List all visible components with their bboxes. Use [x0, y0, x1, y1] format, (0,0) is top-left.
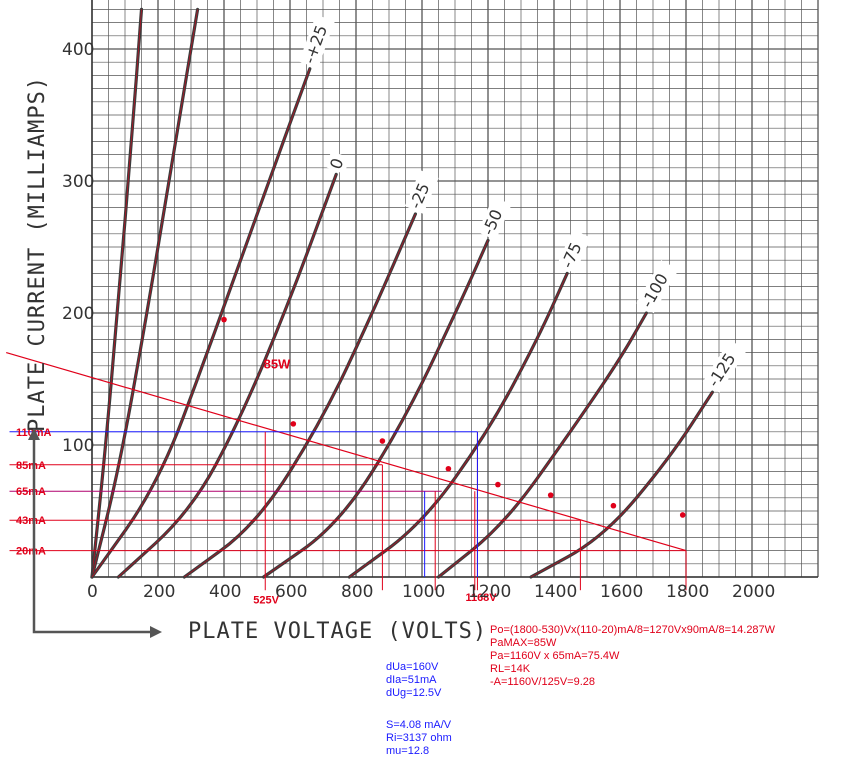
- annotations: 110mA85mA65mA43mA20mA525V1168V85W: [6, 316, 687, 606]
- curve-label-bg: [556, 229, 591, 274]
- current-marker-label: 43mA: [16, 515, 46, 527]
- red-calculation-notes: Po=(1800-530)Vx(110-20)mA/8=1270Vx90mA/8…: [490, 624, 776, 688]
- plate-curve--50: [262, 238, 490, 579]
- y-tick-label: 200: [62, 304, 94, 324]
- axis-arrow-lines: [32, 440, 150, 634]
- dissipation-point: [679, 512, 686, 518]
- plate-curve-0: [116, 172, 338, 579]
- curve-label-bg: [299, 14, 335, 69]
- dissipation-point: [495, 481, 501, 488]
- arrow-right-icon: [150, 626, 162, 638]
- dissipation-point: [290, 421, 297, 427]
- load-line: [6, 352, 687, 552]
- x-tick-label: 1200: [468, 582, 511, 602]
- curve-label-bg: [477, 196, 512, 241]
- plate-curve-trace-0: [118, 174, 337, 578]
- x-tick-label: 200: [143, 582, 175, 602]
- x-axis-title: PLATE VOLTAGE (VOLTS): [188, 619, 487, 644]
- plate-curve-trace--25: [184, 213, 416, 578]
- x-tick-label: 1400: [534, 582, 577, 602]
- voltage-marker-label: 525V: [253, 594, 279, 606]
- y-axis-title: PLATE CURRENT (MILLIAMPS): [25, 76, 50, 432]
- current-marker-label: 65mA: [16, 486, 46, 498]
- dissipation-point: [445, 465, 452, 472]
- dissipation-point: [610, 502, 617, 509]
- grid: [91, 0, 819, 578]
- dissipation-point: [547, 492, 554, 498]
- current-marker-label: 20mA: [16, 546, 46, 558]
- x-tick-label: 1800: [666, 582, 709, 602]
- voltage-marker-label: 1168V: [465, 592, 497, 604]
- axis-titles: PLATE VOLTAGE (VOLTS) PLATE CURRENT (MILL…: [25, 76, 487, 644]
- curve-label-bg: [325, 151, 351, 175]
- x-tick-label: 0: [87, 582, 98, 602]
- x-tick-label: 400: [209, 582, 241, 602]
- current-marker-label: 85mA: [16, 460, 46, 472]
- curve-label-bg: [702, 339, 747, 393]
- arrow-up-icon: [28, 428, 40, 440]
- y-tick-label: 300: [62, 172, 94, 192]
- power-label: 85W: [264, 356, 291, 371]
- curve-label-bg: [404, 170, 439, 214]
- tick-labels: 0 200 400 600 800 1000 1200 1400 1600 1800 2000 100…: [62, 40, 775, 602]
- plate-curve-trace-+75: [91, 9, 142, 578]
- x-tick-label: 1000: [402, 582, 445, 602]
- plate-curves: -+250-25-50-75-100-125: [90, 7, 747, 579]
- plate-curve-trace-+25: [91, 68, 311, 578]
- blue-notes-parameters: S=4.08 mA/V Ri=3137 ohm mu=12.8: [386, 719, 452, 757]
- x-tick-label: 600: [275, 582, 307, 602]
- plate-curve-trace--50: [263, 240, 489, 578]
- blue-notes-differentials: dUa=160V dIa=51mA dUg=12.5V: [386, 661, 442, 699]
- x-tick-label: 1600: [600, 582, 643, 602]
- y-tick-label: 400: [62, 40, 94, 60]
- plate-curve-+50: [90, 7, 200, 579]
- curve-label-bg: [636, 259, 679, 314]
- plate-curve-+75: [90, 7, 144, 579]
- plate-curve-trace--75: [349, 273, 568, 578]
- dissipation-point: [221, 316, 227, 323]
- x-tick-label: 800: [341, 582, 373, 602]
- plate-curve-trace-+50: [91, 9, 198, 578]
- plate-curve-trace--100: [438, 312, 647, 578]
- plate-curve-trace--125: [530, 392, 713, 578]
- x-tick-label: 2000: [732, 582, 775, 602]
- y-tick-label: 100: [62, 436, 94, 456]
- dissipation-point: [379, 438, 386, 444]
